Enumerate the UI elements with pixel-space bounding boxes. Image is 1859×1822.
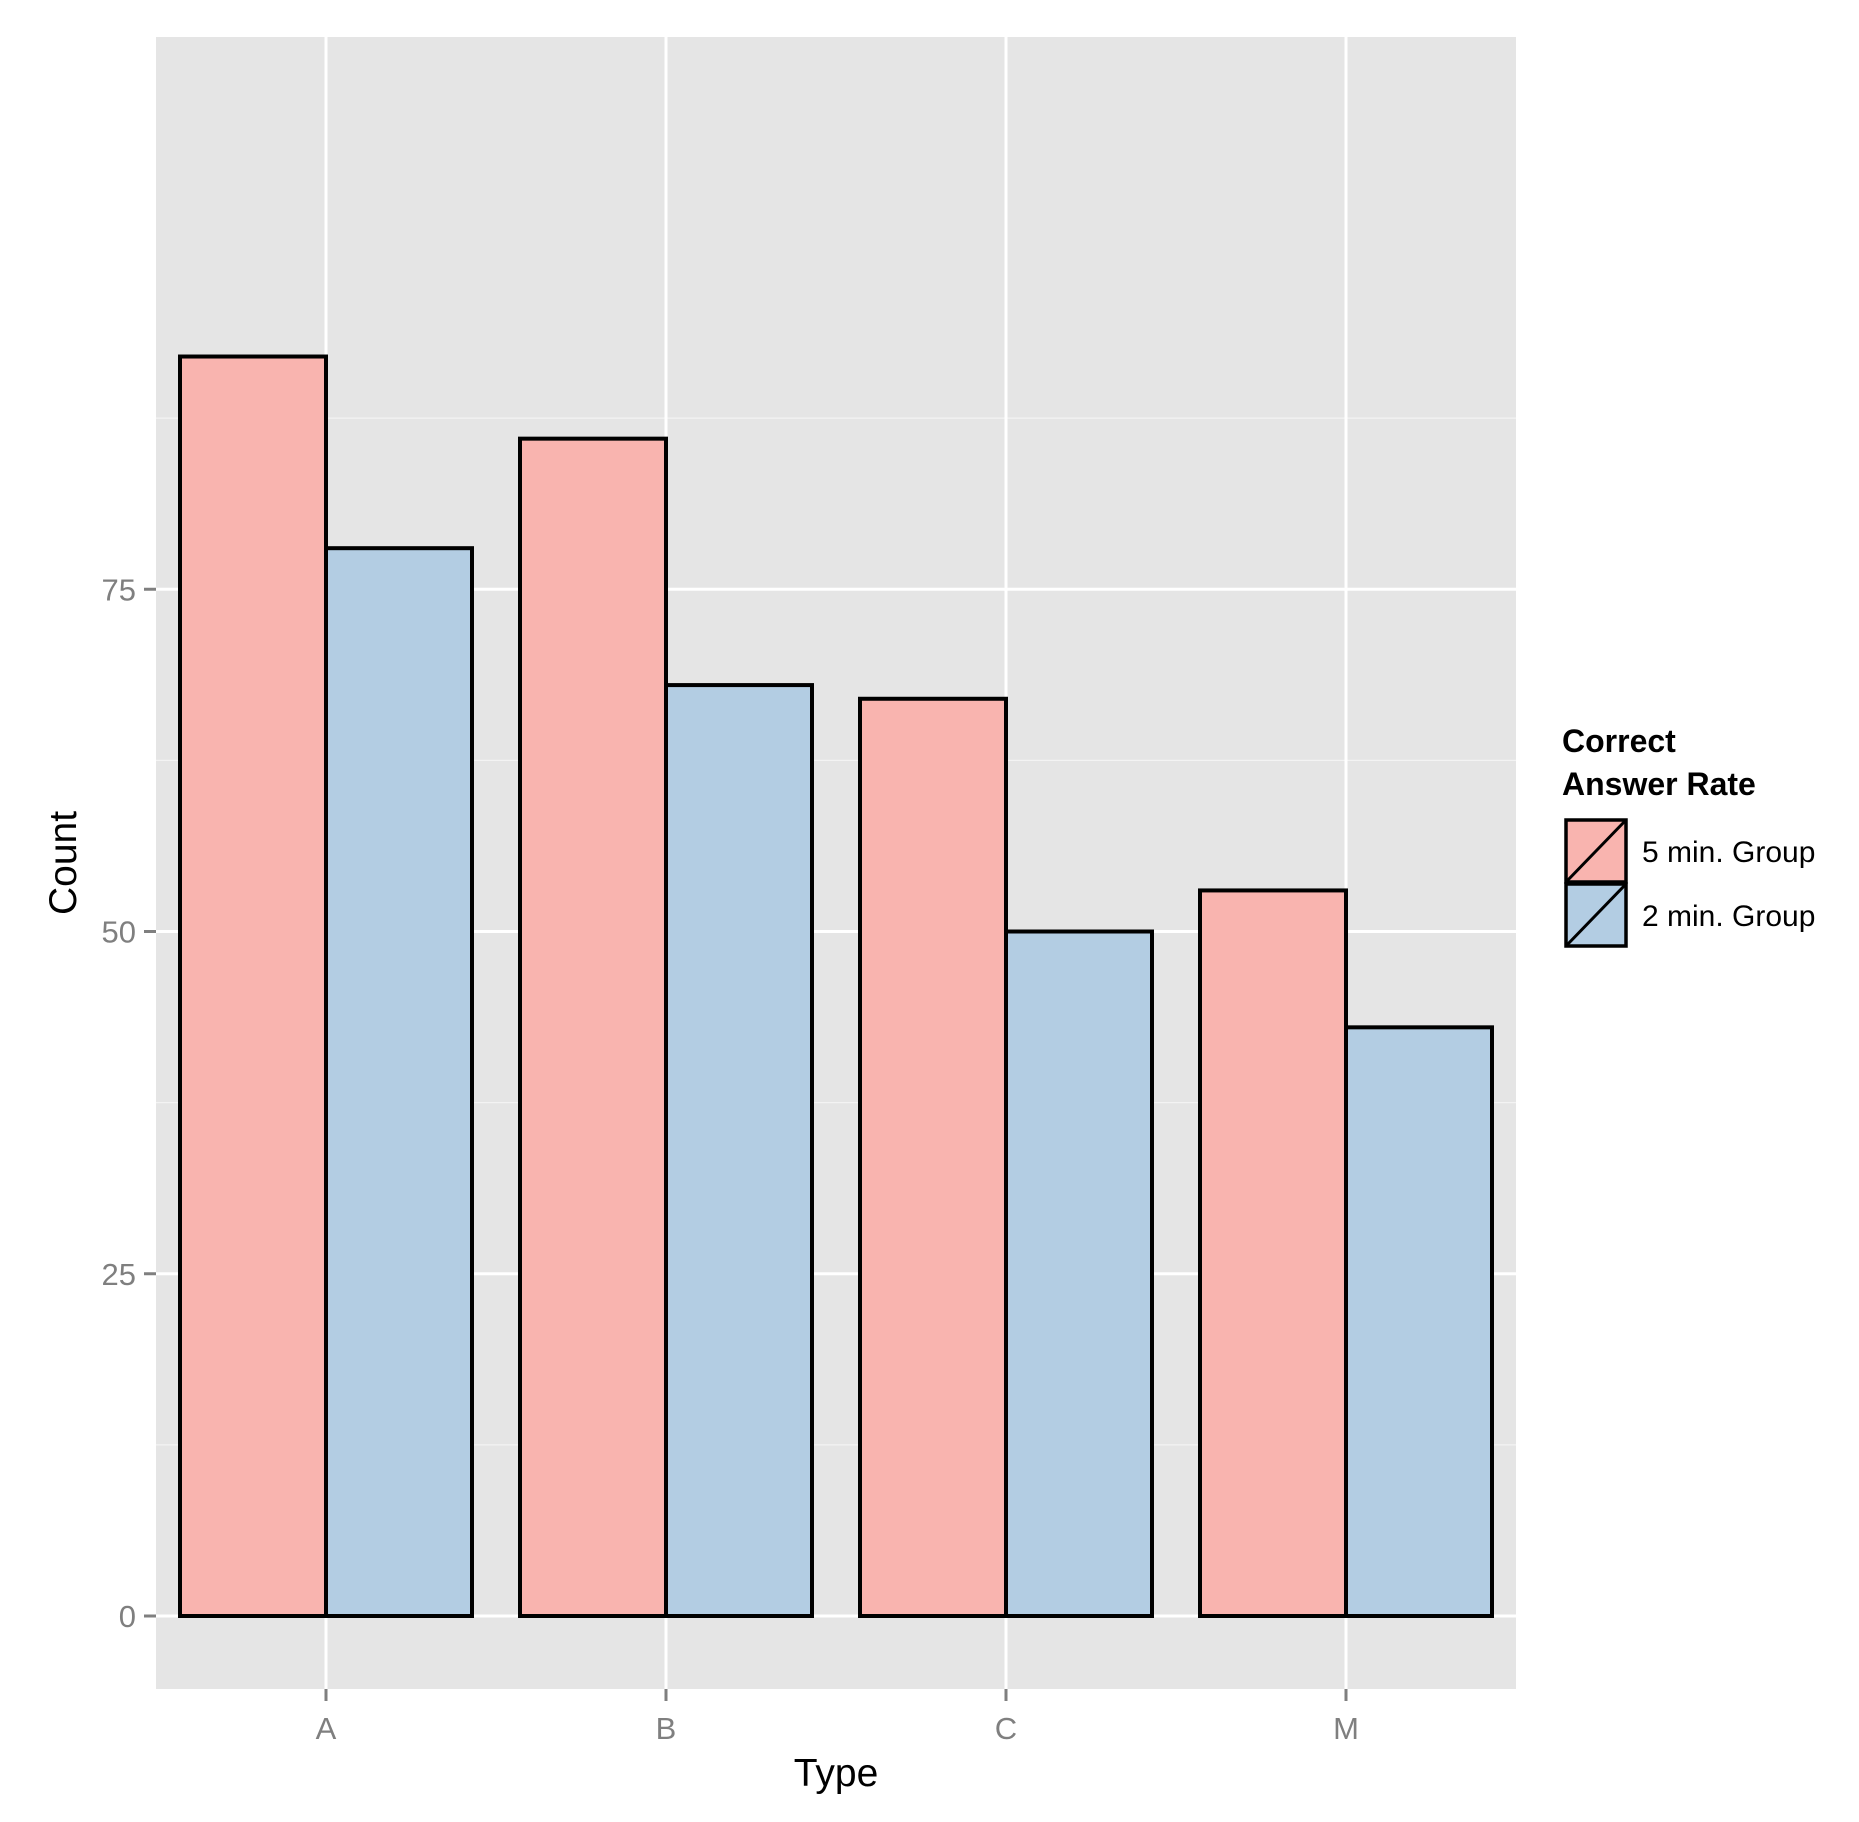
x-tick-label: C <box>995 1711 1017 1746</box>
legend-key-slash-2 <box>1564 882 1628 948</box>
bar-C-series-1 <box>858 696 1008 1618</box>
x-tick-label: B <box>656 1711 677 1746</box>
bar-B-series-2 <box>664 683 814 1618</box>
legend: Correct Answer Rate 5 min. Group 2 min. G… <box>1562 723 1815 948</box>
bar-M-series-2 <box>1344 1025 1494 1618</box>
bar-M-series-1 <box>1198 888 1348 1618</box>
y-tick-label: 25 <box>102 1257 136 1292</box>
y-tick-label: 0 <box>119 1599 136 1634</box>
legend-title-line-2: Answer Rate <box>1562 766 1756 802</box>
y-tick-label: 75 <box>102 572 136 607</box>
legend-label-1: 5 min. Group <box>1642 836 1815 869</box>
axes-layer: 0 25 50 75 A B C M <box>102 572 1359 1746</box>
y-tick-label: 50 <box>102 915 136 950</box>
x-axis-title: Type <box>794 1752 879 1795</box>
x-tick-label: A <box>316 1711 337 1746</box>
bar-A-series-2 <box>324 546 474 1618</box>
y-axis-title: Count <box>42 811 85 915</box>
bar-C-series-2 <box>1004 929 1154 1618</box>
legend-label-2: 2 min. Group <box>1642 900 1815 933</box>
bar-A-series-1 <box>178 354 328 1618</box>
legend-title-line-1: Correct <box>1562 723 1676 759</box>
bar-B-series-1 <box>518 436 668 1618</box>
legend-key-slash-1 <box>1564 818 1628 884</box>
bars-layer <box>178 354 1494 1618</box>
legend-items: 5 min. Group 2 min. Group <box>1564 818 1815 948</box>
x-tick-label: M <box>1333 1711 1359 1746</box>
